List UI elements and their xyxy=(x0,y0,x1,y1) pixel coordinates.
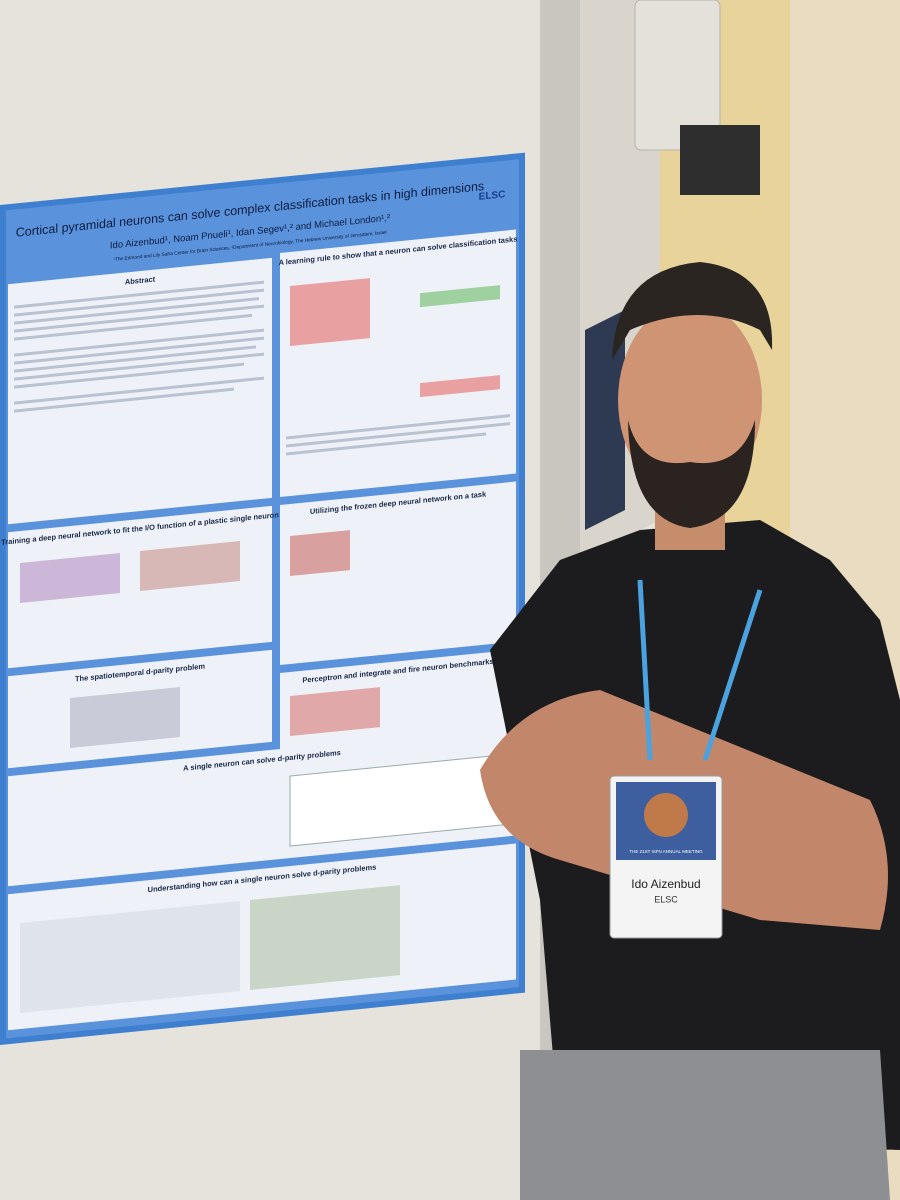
hair xyxy=(612,262,773,360)
section-title: Abstract xyxy=(125,274,156,286)
badge-affiliation: ELSC xyxy=(654,894,678,904)
pants xyxy=(520,1050,890,1200)
badge-event: THE 21ST ISFN ANNUAL MEETING xyxy=(629,849,703,854)
section-box xyxy=(280,481,516,666)
poster: Cortical pyramidal neurons can solve com… xyxy=(0,152,525,1045)
badge-brain xyxy=(644,793,688,837)
badge-name: Ido Aizenbud xyxy=(631,877,700,891)
beard xyxy=(628,420,755,528)
poster-logo: ELSC xyxy=(479,189,506,203)
figure-raster xyxy=(20,278,511,1014)
speaker-mount xyxy=(680,125,760,195)
lanyard xyxy=(637,579,653,761)
text-lines xyxy=(14,280,510,456)
side-poster xyxy=(585,310,625,530)
lanyard xyxy=(702,589,763,761)
speaker xyxy=(634,0,721,151)
section-box xyxy=(280,229,516,498)
face xyxy=(618,302,762,498)
